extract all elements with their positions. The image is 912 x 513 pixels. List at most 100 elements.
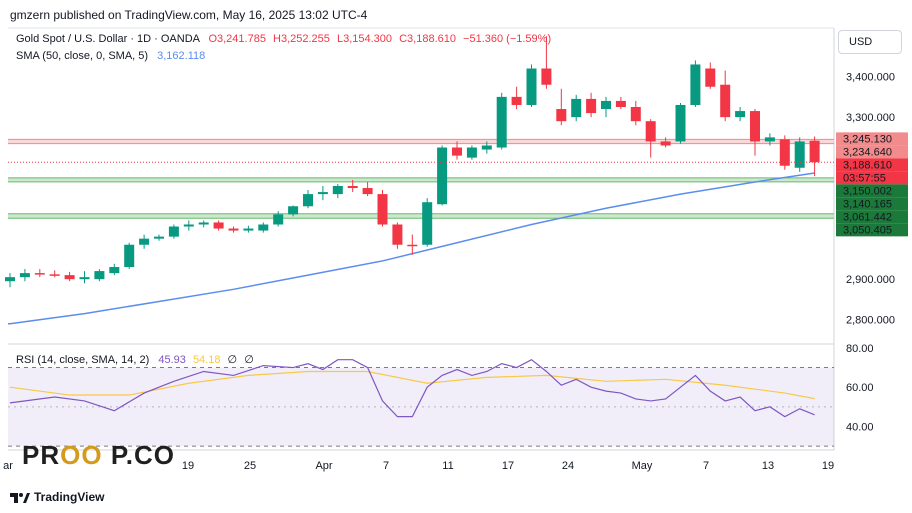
candle-body — [556, 109, 567, 122]
candle-body — [94, 271, 105, 280]
tradingview-footer[interactable]: TradingView — [10, 490, 104, 504]
candle-body — [645, 121, 656, 142]
candle-body — [481, 145, 492, 150]
candle-body — [452, 147, 462, 156]
candle-body — [198, 222, 209, 225]
watermark-logo: PROO P.CO — [22, 440, 175, 471]
high-value: H3,252.255 — [273, 33, 330, 45]
price-zones — [8, 138, 834, 219]
price-axis-label: 3,400.000 — [846, 72, 895, 84]
sma-value: 3,162.118 — [157, 50, 205, 62]
candle-body — [49, 274, 60, 276]
candle-body — [809, 140, 820, 163]
candle-body — [288, 206, 299, 215]
time-axis-labels: ar 19 25 Apr 7 11 17 24 May 7 13 19 — [3, 460, 834, 472]
price-tag-label: 3,188.610 — [843, 159, 892, 171]
candle-body — [124, 244, 135, 268]
candle-body — [466, 147, 477, 158]
price-axis-label: 2,900.000 — [846, 274, 895, 286]
candle-body — [779, 139, 790, 166]
sma-50-line — [8, 172, 815, 325]
candle-body — [317, 192, 328, 195]
candle-body — [154, 236, 164, 239]
price-tag-label: 3,245.130 — [843, 133, 892, 145]
price-axis-tags: 3,245.1303,234.6403,188.61003:57:553,150… — [836, 132, 908, 237]
candle-body — [139, 238, 150, 245]
candle-body — [690, 64, 701, 105]
candle-body — [407, 244, 418, 247]
candle-body — [168, 226, 179, 237]
price-tag-box — [836, 223, 908, 237]
tradingview-brand: TradingView — [34, 490, 105, 504]
time-axis-label: 19 — [822, 460, 834, 472]
watermark-suffix: P.CO — [102, 440, 176, 470]
candle-body — [362, 188, 373, 195]
watermark-prefix: PR — [22, 440, 61, 470]
candle-body — [5, 277, 15, 282]
rsi-axis-label: 60.00 — [846, 382, 874, 394]
price-tag-box — [836, 158, 908, 172]
support-zone-1 — [8, 213, 834, 219]
time-axis-label: 11 — [442, 460, 453, 472]
sma-label: SMA (50, close, 0, SMA, 5) — [16, 50, 148, 62]
support-zone-0 — [8, 177, 834, 182]
candle-body — [526, 68, 537, 105]
symbol-label: Gold Spot / U.S. Dollar · 1D · OANDA — [16, 33, 201, 45]
candle-body — [109, 267, 120, 274]
candle-body — [19, 273, 30, 278]
candle-body — [34, 273, 45, 275]
candle-body — [615, 100, 626, 107]
rsi-ma-value: 54.18 — [193, 354, 221, 366]
price-tag-box — [836, 197, 908, 211]
candle-body — [64, 275, 75, 280]
rsi-extra-1: ∅ — [228, 354, 238, 366]
rsi-line — [9, 358, 815, 418]
time-axis-label: 19 — [182, 460, 194, 472]
rsi-band-background — [8, 367, 834, 447]
candle-body — [422, 202, 433, 245]
candle-body — [511, 96, 522, 105]
rsi-legend: RSI (14, close, SMA, 14, 2) 45.93 54.18 … — [16, 354, 254, 366]
candle-body — [660, 141, 671, 146]
rsi-axis-labels: 80.00 60.00 40.00 — [846, 343, 874, 434]
candle-body — [273, 214, 284, 225]
rsi-axis-label: 40.00 — [846, 421, 874, 433]
time-axis-label: Apr — [315, 460, 332, 472]
candle-body — [794, 141, 805, 168]
candle-body — [675, 104, 686, 142]
price-tag-box — [836, 210, 908, 224]
price-tag-box — [836, 145, 908, 159]
candle-body — [630, 107, 641, 122]
change-value: −51.360 (−1.59%) — [463, 33, 551, 45]
candle-body — [735, 111, 746, 118]
candle-body — [228, 228, 239, 231]
price-tag-label: 3,050.405 — [843, 224, 892, 236]
candle-body — [764, 137, 775, 142]
price-tag-label: 03:57:55 — [843, 172, 886, 184]
price-tag-label: 3,061.442 — [843, 211, 892, 223]
price-tag-label: 3,140.165 — [843, 198, 892, 210]
rsi-extra-2: ∅ — [244, 354, 254, 366]
candle-body — [347, 186, 358, 189]
price-axis-label: 3,300.000 — [846, 112, 895, 124]
rsi-value: 45.93 — [158, 354, 186, 366]
close-value: C3,188.610 — [399, 33, 456, 45]
price-tag-box — [836, 184, 908, 198]
currency-selector[interactable]: USD — [838, 30, 902, 54]
price-axis-label: 2,800.000 — [846, 315, 895, 327]
ohlc-legend: Gold Spot / U.S. Dollar · 1D · OANDA O3,… — [16, 33, 551, 45]
time-axis-label: 24 — [562, 460, 574, 472]
time-axis-label: 7 — [383, 460, 389, 472]
open-value: O3,241.785 — [208, 33, 266, 45]
candle-body — [571, 98, 582, 118]
candle-body — [586, 98, 597, 114]
candle-body — [601, 100, 611, 110]
time-axis-label: 7 — [703, 460, 709, 472]
watermark-mid: O — [60, 440, 82, 470]
watermark-mid2: O — [81, 440, 103, 470]
candle-body — [258, 224, 269, 231]
rsi-axis-label: 80.00 — [846, 343, 874, 355]
time-axis-label: May — [632, 460, 653, 472]
candle-body — [243, 228, 254, 231]
